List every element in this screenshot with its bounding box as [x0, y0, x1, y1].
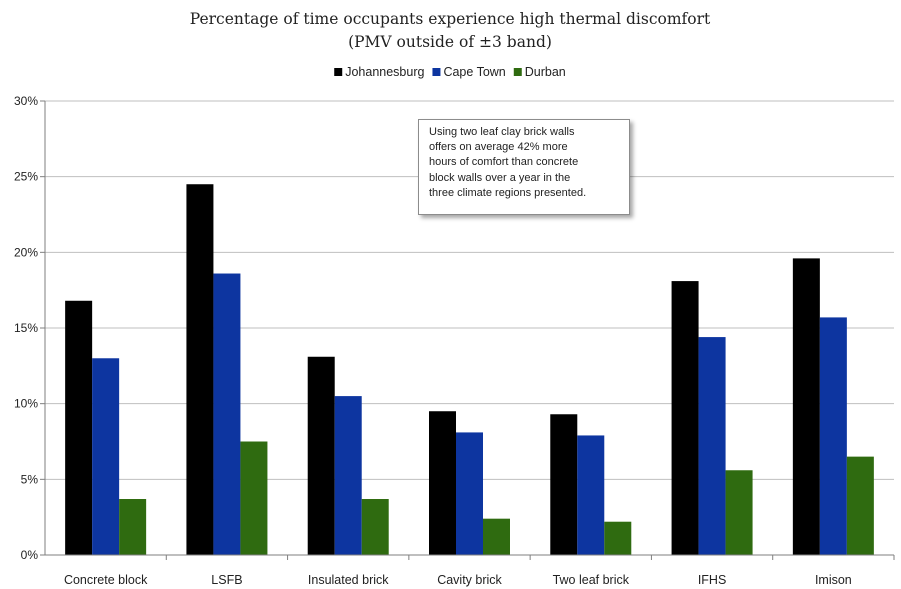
- y-tick-label: 5%: [21, 472, 39, 486]
- bar: [119, 499, 147, 555]
- bar: [604, 521, 632, 555]
- bar: [429, 411, 456, 555]
- bar: [186, 184, 214, 555]
- y-tick-label: 20%: [14, 245, 38, 259]
- x-tick-label: Imison: [815, 573, 852, 587]
- x-tick-label: Concrete block: [64, 573, 148, 587]
- bar: [792, 258, 820, 555]
- bar: [671, 281, 699, 555]
- bar: [846, 456, 874, 555]
- bar: [92, 358, 120, 555]
- legend-label: Durban: [525, 65, 566, 79]
- chart-title: Percentage of time occupants experience …: [190, 10, 711, 28]
- bar: [577, 435, 605, 555]
- x-tick-label: Insulated brick: [308, 573, 389, 587]
- y-tick-label: 25%: [14, 170, 38, 184]
- bar: [240, 441, 268, 555]
- bar: [819, 317, 847, 555]
- bar: [361, 499, 389, 555]
- x-tick-label: IFHS: [698, 573, 726, 587]
- legend: Johannesburg Cape Town Durban: [334, 65, 566, 79]
- x-axis-labels: Concrete block LSFB Insulated brick Cavity …: [64, 555, 895, 587]
- x-tick-label: Two leaf brick: [553, 573, 630, 587]
- y-tick-label: 15%: [14, 321, 38, 335]
- legend-swatch: [334, 68, 343, 76]
- bar: [698, 337, 726, 555]
- y-tick-label: 0%: [21, 548, 39, 562]
- bar: [483, 518, 510, 555]
- y-axis-ticks: 0% 5% 10% 15% 20% 25% 30%: [14, 94, 45, 562]
- chart-subtitle: (PMV outside of ±3 band): [348, 33, 552, 51]
- legend-item: Cape Town: [432, 65, 506, 79]
- legend-item: Durban: [513, 65, 566, 79]
- legend-swatch: [432, 68, 441, 76]
- bar: [334, 396, 362, 555]
- legend-label: Johannesburg: [345, 65, 424, 79]
- bar: [456, 432, 483, 555]
- bar: [65, 300, 93, 555]
- bar: [213, 273, 241, 555]
- legend-item: Johannesburg: [334, 65, 425, 79]
- legend-swatch: [513, 68, 522, 76]
- bar: [307, 356, 335, 555]
- annotation-box: Using two leaf clay brick walls offers o…: [418, 119, 630, 215]
- y-tick-label: 10%: [14, 397, 38, 411]
- x-tick-label: Cavity brick: [437, 573, 502, 587]
- bar: [550, 414, 578, 555]
- bar: [725, 470, 753, 555]
- y-tick-label: 30%: [14, 94, 38, 108]
- x-tick-label: LSFB: [211, 573, 242, 587]
- bars: [65, 184, 874, 555]
- legend-label: Cape Town: [443, 65, 505, 79]
